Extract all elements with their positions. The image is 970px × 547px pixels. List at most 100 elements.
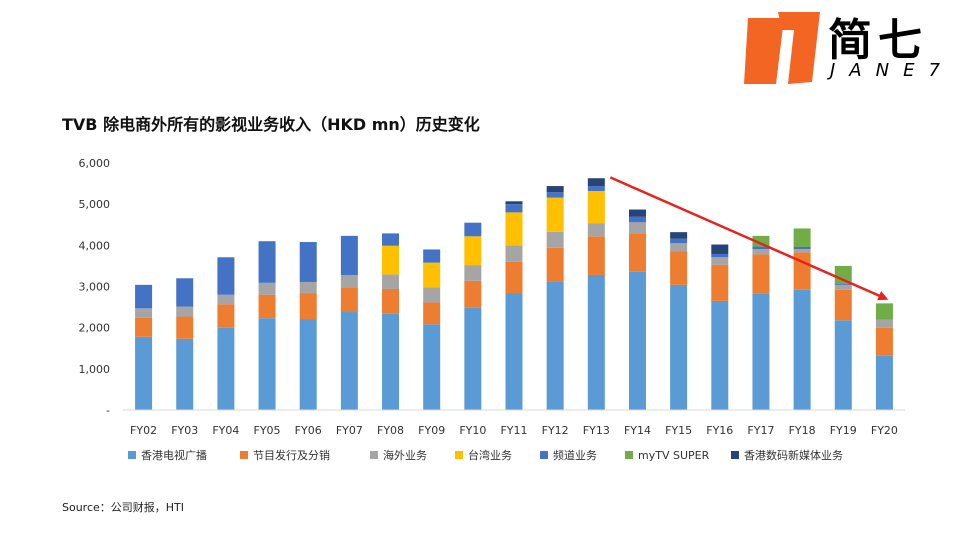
x-tick-label: FY19 (830, 424, 857, 437)
bar-segment (423, 262, 441, 288)
bar-segment (670, 232, 688, 239)
bar-segment (670, 238, 688, 244)
bar-segment (299, 242, 317, 282)
y-tick-label: - (106, 404, 110, 417)
y-tick-label: 4,000 (79, 239, 111, 252)
bar-segment (752, 246, 770, 250)
bar-segment (135, 308, 153, 318)
bar-segment (875, 327, 893, 356)
bar-segment (752, 235, 770, 247)
bar-segment (793, 246, 811, 250)
bar-segment (176, 278, 194, 307)
bar-segment (670, 284, 688, 410)
bar-segment (546, 197, 564, 232)
trend-arrow (609, 176, 889, 301)
x-tick-label: FY10 (459, 424, 486, 437)
legend-swatch (540, 451, 548, 459)
bar-segment (793, 249, 811, 253)
bar-segment (340, 235, 358, 275)
bar-segment (875, 303, 893, 320)
y-axis: - 1,000 2,000 3,000 4,000 5,000 6,000 (79, 157, 111, 417)
bar-segment (587, 274, 605, 410)
logo-mark-left (744, 18, 784, 84)
bar-segment (752, 254, 770, 294)
bar-segment (505, 204, 523, 213)
bar-segment (176, 338, 194, 410)
y-tick-label: 6,000 (79, 157, 111, 170)
bar-segment (793, 289, 811, 410)
bar-segment (752, 249, 770, 255)
bar-segment (875, 319, 893, 328)
source-note: Source：公司财报，HTI (62, 501, 185, 514)
bar-segment (176, 306, 194, 317)
x-tick-label: FY02 (130, 424, 157, 437)
legend-label: 频道业务 (553, 448, 597, 462)
legend: 香港电视广播 节目发行及分销 海外业务 台湾业务 频道业务 myTV SUPER 香港数码新… (128, 448, 843, 462)
bar-segment (423, 324, 441, 410)
y-tick-label: 2,000 (79, 322, 111, 335)
bar-segment (464, 307, 482, 410)
bar-segment (587, 186, 605, 191)
bar-segment (464, 280, 482, 308)
bar-segment (258, 294, 276, 319)
bar-segment (628, 216, 646, 223)
bar-segment (711, 244, 729, 254)
x-tick-label: FY07 (336, 424, 363, 437)
bar-segment (628, 222, 646, 234)
bar-segment (299, 319, 317, 410)
bar-segment (135, 284, 153, 309)
legend-swatch (128, 451, 136, 459)
bar-segment (505, 201, 523, 205)
x-tick-label: FY14 (624, 424, 651, 437)
bar-segment (546, 192, 564, 198)
bar-segment (258, 282, 276, 295)
x-tick-label: FY03 (171, 424, 198, 437)
legend-label: 海外业务 (383, 448, 427, 462)
x-tick-label: FY17 (747, 424, 774, 437)
bar-segment (340, 274, 358, 288)
legend-item: 频道业务 (540, 448, 597, 462)
bar-segment (464, 265, 482, 281)
legend-label: myTV SUPER (638, 449, 710, 462)
chart-title: TVB 除电商外所有的影视业务收入（HKD mn）历史变化 (62, 115, 480, 134)
bar-segment (382, 288, 400, 314)
legend-swatch (370, 451, 378, 459)
bar-segment (505, 245, 523, 262)
bar-segment (176, 316, 194, 339)
x-tick-label: FY13 (583, 424, 610, 437)
bar-segment (217, 304, 235, 328)
bar-segment (505, 293, 523, 410)
bar-segment (793, 228, 811, 247)
legend-item: myTV SUPER (625, 449, 710, 462)
x-tick-label: FY04 (212, 424, 239, 437)
x-tick-label: FY16 (706, 424, 733, 437)
x-tick-label: FY11 (500, 424, 527, 437)
x-tick-label: FY20 (871, 424, 898, 437)
x-tick-label: FY08 (377, 424, 404, 437)
legend-label: 节目发行及分销 (253, 448, 330, 462)
x-tick-label: FY09 (418, 424, 445, 437)
bar-segment (711, 300, 729, 410)
bar-segment (382, 313, 400, 410)
bar-segment (587, 236, 605, 275)
bar-segment (628, 271, 646, 410)
y-tick-label: 3,000 (79, 281, 111, 294)
bar-segment (423, 302, 441, 325)
bar-segment (587, 190, 605, 224)
bar-segment (299, 293, 317, 320)
bar-segment (546, 281, 564, 410)
bar-segment (628, 233, 646, 272)
bar-segment (135, 317, 153, 337)
bar-segment (382, 233, 400, 246)
bar-segment (793, 252, 811, 290)
bar-segment (711, 264, 729, 301)
legend-label: 香港数码新媒体业务 (744, 448, 843, 462)
bar-segment (299, 281, 317, 294)
x-tick-label: FY15 (665, 424, 692, 437)
bar-segment (670, 243, 688, 252)
legend-swatch (455, 451, 463, 459)
bar-segment (423, 287, 441, 303)
bar-segment (217, 327, 235, 410)
bar-segment (875, 355, 893, 410)
